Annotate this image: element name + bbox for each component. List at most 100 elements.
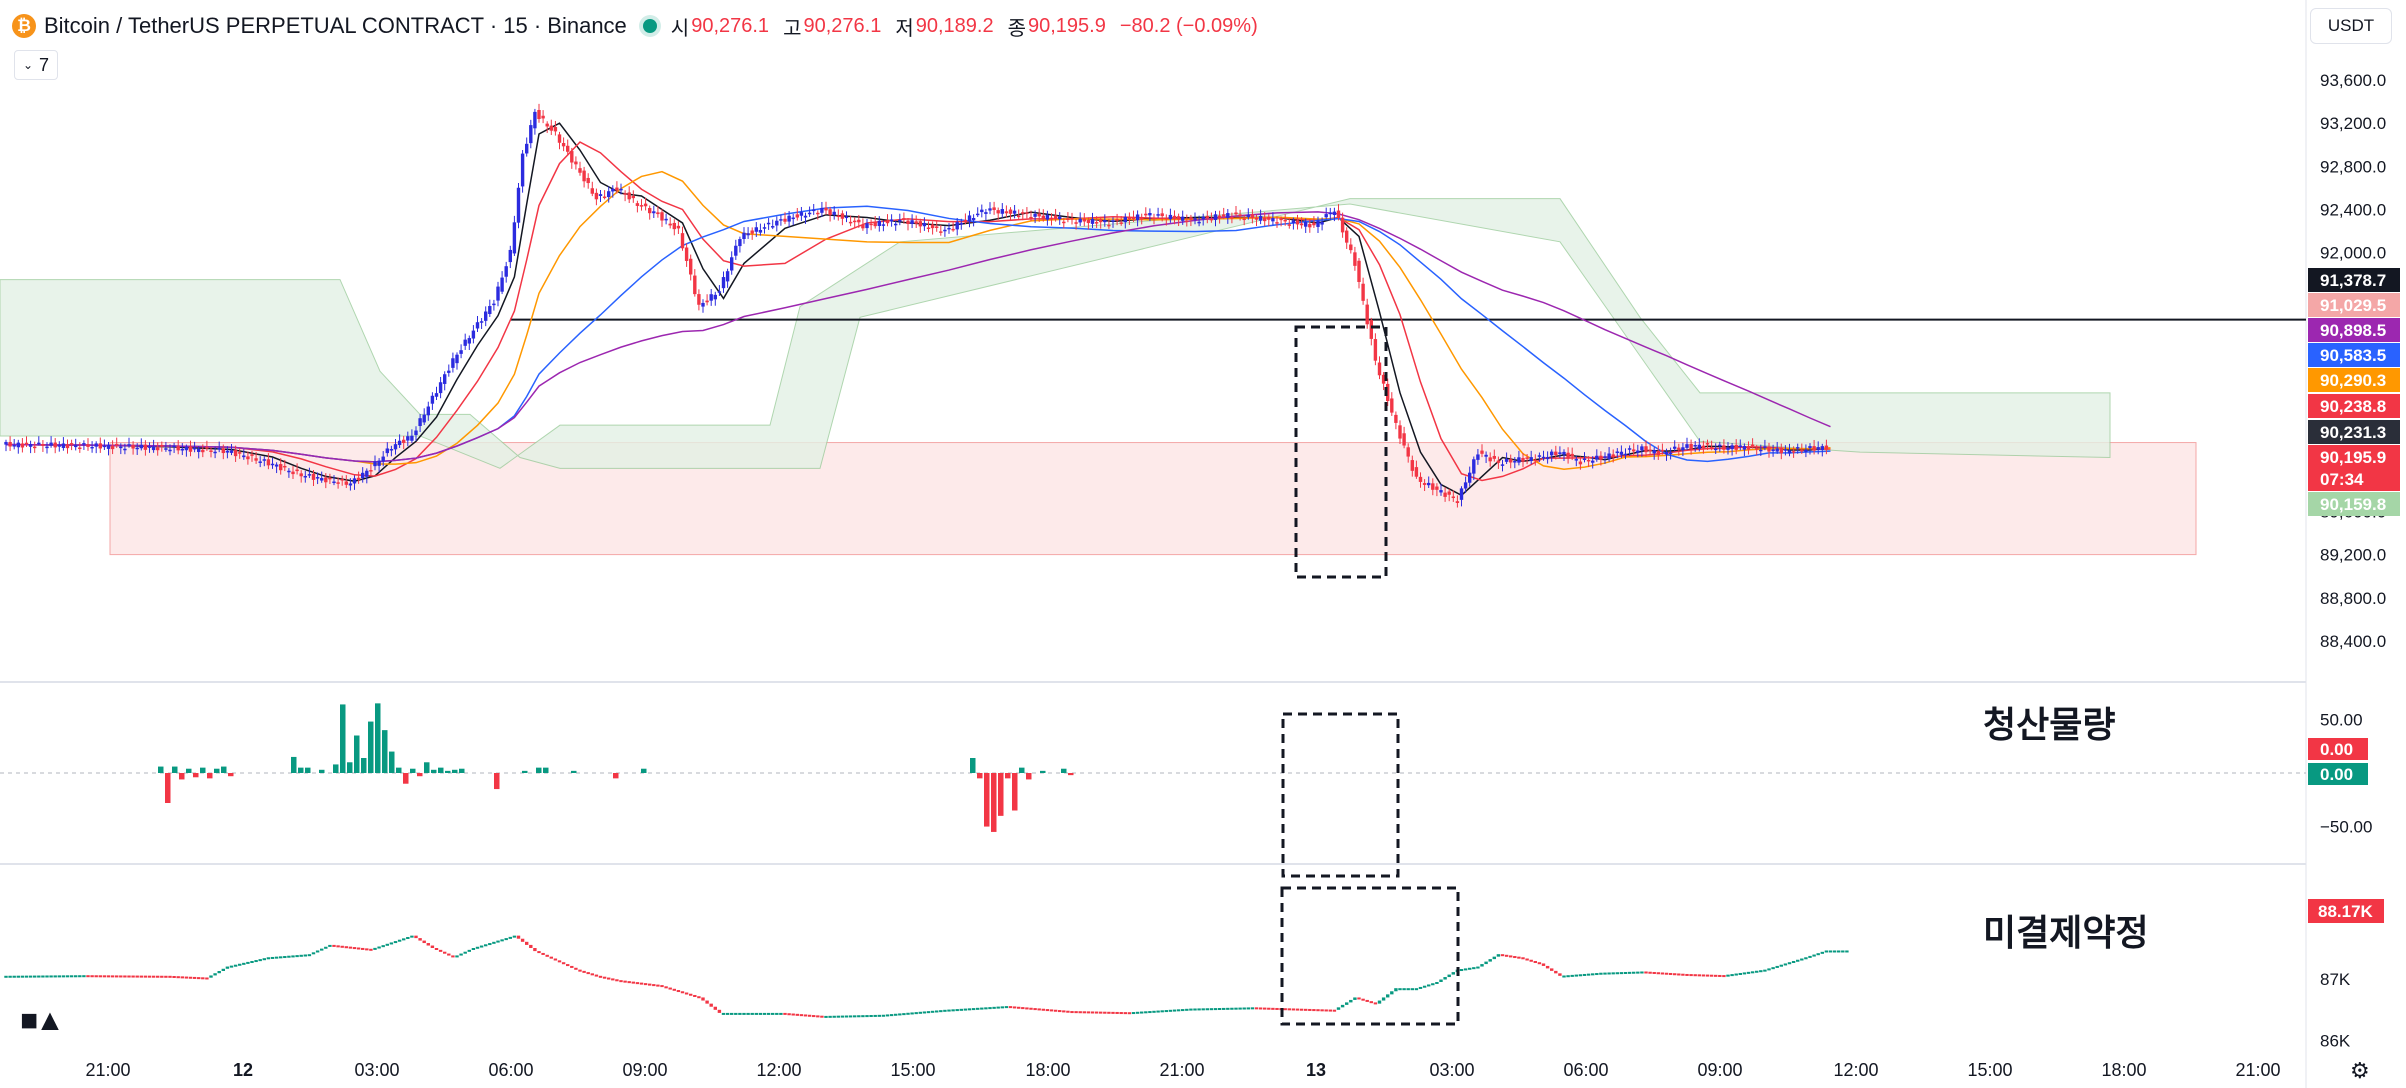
candle-body xyxy=(356,477,361,481)
candle-body xyxy=(1369,320,1373,339)
high-label: 고 xyxy=(783,17,802,40)
candle-body xyxy=(1070,218,1074,220)
gear-icon[interactable]: ⚙ xyxy=(2350,1058,2370,1083)
oi-candle xyxy=(373,947,377,950)
candle-body xyxy=(807,212,812,215)
candle-body xyxy=(1455,501,1460,504)
oi-candle xyxy=(1607,972,1611,975)
candle-body xyxy=(229,450,234,453)
oi-candle xyxy=(397,939,402,942)
liquidation-bar xyxy=(424,762,430,773)
candle-body xyxy=(889,219,894,222)
oi-candle xyxy=(69,975,74,978)
oi-candle xyxy=(1377,1000,1382,1004)
candle-body xyxy=(16,442,20,448)
oi-candle xyxy=(1144,1011,1148,1014)
oi-candle xyxy=(963,1008,968,1011)
highlight-box-liquidation xyxy=(1281,712,1400,878)
candle-body xyxy=(1045,214,1050,220)
candle-body xyxy=(1287,224,1291,226)
open-label: 시 xyxy=(670,17,690,40)
candle-body xyxy=(467,338,471,344)
candle-body xyxy=(906,220,910,224)
oi-candle xyxy=(553,958,558,961)
candle-body xyxy=(1812,446,1816,451)
candle-body xyxy=(1484,454,1488,457)
candle-body xyxy=(147,446,152,448)
oi-candle xyxy=(1230,1007,1234,1010)
candle-body xyxy=(881,224,886,226)
oi-candle xyxy=(406,936,410,939)
candle-body xyxy=(853,220,857,223)
candle-body xyxy=(365,470,369,477)
oi-candle xyxy=(697,996,701,999)
oi-candle xyxy=(1476,966,1480,969)
oi-candle xyxy=(1468,967,1472,970)
candle-body xyxy=(1730,445,1734,450)
oi-candle xyxy=(1443,977,1447,980)
oi-candle xyxy=(1595,973,1599,976)
candle-body xyxy=(65,444,70,449)
candle-body xyxy=(775,220,779,226)
liquidation-bar xyxy=(207,773,213,779)
candle-body xyxy=(1230,216,1234,219)
candle-body xyxy=(406,436,410,441)
oi-candle xyxy=(1123,1012,1127,1015)
candle-body xyxy=(1082,218,1086,222)
candle-body xyxy=(627,192,631,200)
candle-body xyxy=(1353,252,1357,266)
oi-candle xyxy=(324,946,328,949)
oi-candle xyxy=(274,956,279,959)
oi-candle xyxy=(541,952,545,955)
oi-candle xyxy=(1398,988,1402,991)
oi-candle xyxy=(1701,974,1706,977)
candle-body xyxy=(410,435,414,441)
candle-body xyxy=(1595,455,1599,460)
liquidation-bar xyxy=(389,751,395,773)
change-value: −80.2 (−0.09%) xyxy=(1119,14,1258,37)
oi-candle xyxy=(1242,1007,1246,1010)
time-tick-label: 18:00 xyxy=(2101,1060,2146,1080)
currency-button[interactable]: USDT xyxy=(2310,8,2392,44)
candle-body xyxy=(475,322,480,329)
candle-body xyxy=(463,339,467,346)
candle-body xyxy=(1135,214,1140,221)
close-label: 종 xyxy=(1007,17,1026,40)
candle-body xyxy=(1094,222,1099,224)
liquidation-bar xyxy=(417,773,423,777)
candle-body xyxy=(110,445,115,450)
candle-body xyxy=(824,207,828,211)
oi-candle xyxy=(976,1007,980,1010)
oi-candle xyxy=(1837,950,1841,953)
candle-body xyxy=(984,212,988,214)
candle-body xyxy=(1193,218,1197,220)
candle-body xyxy=(1349,244,1353,251)
oi-candle xyxy=(746,1012,750,1015)
time-tick-label: 09:00 xyxy=(1697,1060,1742,1080)
oi-candle xyxy=(1779,964,1783,967)
open-value: 90,276.1 xyxy=(691,14,770,37)
time-tick-label: 21:00 xyxy=(2235,1060,2280,1080)
indicators-toggle-button[interactable]: ⌄ 7 xyxy=(14,50,58,80)
ma-purple-line xyxy=(5,211,1831,463)
candle-body xyxy=(1365,304,1369,325)
candle-body xyxy=(976,213,980,216)
candle-body xyxy=(898,219,902,222)
candle-body xyxy=(238,452,242,454)
oi-candle xyxy=(1525,958,1529,961)
oi-candle xyxy=(1127,1012,1132,1015)
oi-candle xyxy=(750,1012,754,1015)
candle-body xyxy=(922,222,927,227)
symbol-title[interactable]: Bitcoin / TetherUS PERPETUAL CONTRACT · … xyxy=(44,13,627,38)
oi-candle xyxy=(1677,973,1681,976)
candle-body xyxy=(492,303,496,306)
oi-candle xyxy=(525,941,529,945)
candle-body xyxy=(1791,451,1796,453)
high-value: 90,276.1 xyxy=(803,14,882,37)
oi-candle xyxy=(110,975,115,978)
oi-candle xyxy=(1841,950,1845,953)
oi-candle xyxy=(1234,1007,1238,1010)
candle-body xyxy=(45,446,49,449)
candle-body xyxy=(623,193,627,195)
